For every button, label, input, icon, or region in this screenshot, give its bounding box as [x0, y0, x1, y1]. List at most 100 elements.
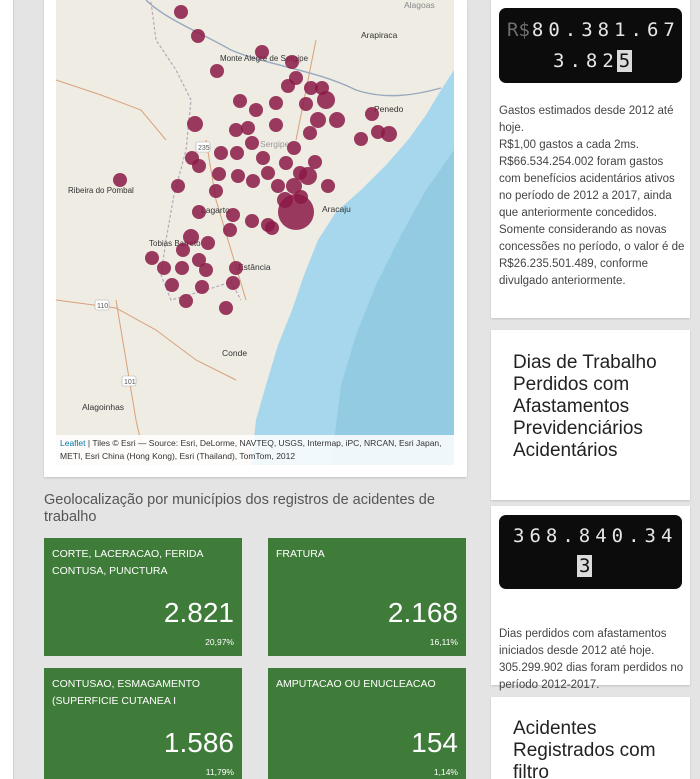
gastos-counter-line2: 3.825 [553, 50, 633, 72]
dias-title: Dias de Trabalho Perdidos com Afastament… [513, 352, 657, 461]
map-marker[interactable] [245, 136, 259, 150]
map-marker[interactable] [231, 169, 245, 183]
map-attribution: Leaflet | Tiles © Esri — Source: Esri, D… [56, 435, 454, 465]
map-marker[interactable] [310, 112, 326, 128]
map-marker[interactable] [287, 141, 301, 155]
dias-card: 368.840.34 3 Dias perdidos com afastamen… [491, 506, 690, 691]
map-marker[interactable] [256, 151, 270, 165]
label-penedo: Penedo [374, 104, 404, 114]
deep-sea [331, 150, 454, 465]
map-marker-aracaju[interactable] [278, 194, 314, 230]
map-marker[interactable] [329, 112, 345, 128]
map-marker[interactable] [187, 116, 203, 132]
tile-value: 1.586 [163, 727, 234, 758]
map-marker[interactable] [226, 208, 240, 222]
map-marker[interactable] [279, 156, 293, 170]
dias-title-card: Dias de Trabalho Perdidos com Afastament… [491, 330, 690, 500]
map-marker[interactable] [265, 221, 279, 235]
map-marker[interactable] [165, 278, 179, 292]
map-marker[interactable] [241, 121, 255, 135]
map-marker[interactable] [210, 64, 224, 78]
map-marker[interactable] [299, 97, 313, 111]
leaflet-link[interactable]: Leaflet [60, 438, 86, 448]
tile-percent: 11,79% [205, 767, 234, 777]
map-marker[interactable] [192, 159, 206, 173]
map-marker[interactable] [246, 174, 260, 188]
road-shield [121, 375, 137, 387]
map-marker[interactable] [255, 45, 269, 59]
map-marker[interactable] [175, 261, 189, 275]
map-marker[interactable] [229, 123, 243, 137]
map-marker[interactable] [303, 126, 317, 140]
map-marker[interactable] [145, 251, 159, 265]
map-marker[interactable] [179, 294, 193, 308]
map-marker[interactable] [354, 132, 368, 146]
map-marker[interactable] [381, 126, 397, 142]
map-marker[interactable] [223, 223, 237, 237]
map-marker[interactable] [157, 261, 171, 275]
map-marker[interactable] [199, 263, 213, 277]
map-caption: Geolocalização por municípios dos regist… [44, 492, 435, 525]
injury-tile[interactable]: CONTUSAO, ESMAGAMENTO (SUPERFICIE CUTANE… [44, 668, 242, 779]
tile-value: 2.821 [163, 597, 234, 628]
map-marker[interactable] [195, 280, 209, 294]
map-marker[interactable] [174, 5, 188, 19]
desc-line: Gastos estimados desde 2012 até hoje. [499, 105, 674, 134]
map-marker[interactable] [304, 81, 318, 95]
left-panel-edge [0, 0, 14, 779]
gastos-description: Gastos estimados desde 2012 até hoje. R$… [499, 103, 687, 290]
map-marker[interactable] [299, 167, 317, 185]
desc-line: 305.299.902 dias foram perdidos no perío… [499, 662, 684, 691]
gastos-counter: R$ 80.381.67 3.825 [499, 8, 682, 83]
map-marker[interactable] [176, 243, 190, 257]
map-marker[interactable] [212, 167, 226, 181]
tile-percent: 20,97% [205, 637, 234, 647]
rolling-digit: 3 [577, 555, 593, 577]
map-marker[interactable] [271, 179, 285, 193]
map-marker[interactable] [214, 146, 228, 160]
map-marker[interactable] [321, 179, 335, 193]
attribution-text: | Tiles © Esri — Source: Esri, DeLorme, … [60, 438, 442, 461]
desc-line: Dias perdidos com afastamentos iniciados… [499, 628, 667, 657]
map-marker[interactable] [285, 55, 299, 69]
municipality-markers[interactable] [113, 5, 397, 315]
map-marker[interactable] [365, 107, 379, 121]
map-marker[interactable] [209, 184, 223, 198]
map-marker[interactable] [308, 155, 322, 169]
label-lagarto: Lagarto [201, 205, 230, 215]
map-marker[interactable] [245, 214, 259, 228]
injury-tile[interactable]: CORTE, LACERACAO, FERIDA CONTUSA, PUNCTU… [44, 538, 242, 656]
map-marker[interactable] [261, 166, 275, 180]
map-marker[interactable] [201, 236, 215, 250]
map-marker[interactable] [226, 276, 240, 290]
map-marker[interactable] [191, 29, 205, 43]
map-marker[interactable] [230, 146, 244, 160]
label-alagoas: Alagoas [404, 0, 435, 10]
map-marker[interactable] [249, 103, 263, 117]
map[interactable]: Alagoas Arapiraca Monte Alegre de Sergip… [56, 0, 454, 465]
map-marker[interactable] [113, 173, 127, 187]
desc-line: R$66.534.254.002 foram gastos com benefí… [499, 156, 675, 219]
map-marker[interactable] [286, 178, 302, 194]
map-marker[interactable] [192, 253, 206, 267]
map-marker[interactable] [281, 79, 295, 93]
road-shield [94, 299, 110, 311]
tile-percent: 16,11% [429, 637, 458, 647]
map-canvas[interactable]: Alagoas Arapiraca Monte Alegre de Sergip… [56, 0, 454, 465]
injury-tile[interactable]: AMPUTACAO OU ENUCLEACAO 154 1,14% [268, 668, 466, 779]
map-marker[interactable] [269, 96, 283, 110]
map-marker[interactable] [229, 261, 243, 275]
map-marker[interactable] [183, 229, 199, 245]
map-marker[interactable] [317, 91, 335, 109]
map-marker[interactable] [192, 205, 206, 219]
dias-description: Dias perdidos com afastamentos iniciados… [499, 626, 687, 694]
injury-tile[interactable]: FRATURA 2.168 16,11% [268, 538, 466, 656]
tile-label: FRATURA [276, 548, 325, 560]
desc-line: R$1,00 gastos a cada 2ms. [499, 139, 639, 151]
map-marker[interactable] [233, 94, 247, 108]
map-marker[interactable] [219, 301, 233, 315]
currency-prefix: R$ [507, 19, 530, 41]
map-marker[interactable] [269, 118, 283, 132]
label-ribeira: Ribeira do Pombal [68, 186, 134, 195]
map-marker[interactable] [171, 179, 185, 193]
